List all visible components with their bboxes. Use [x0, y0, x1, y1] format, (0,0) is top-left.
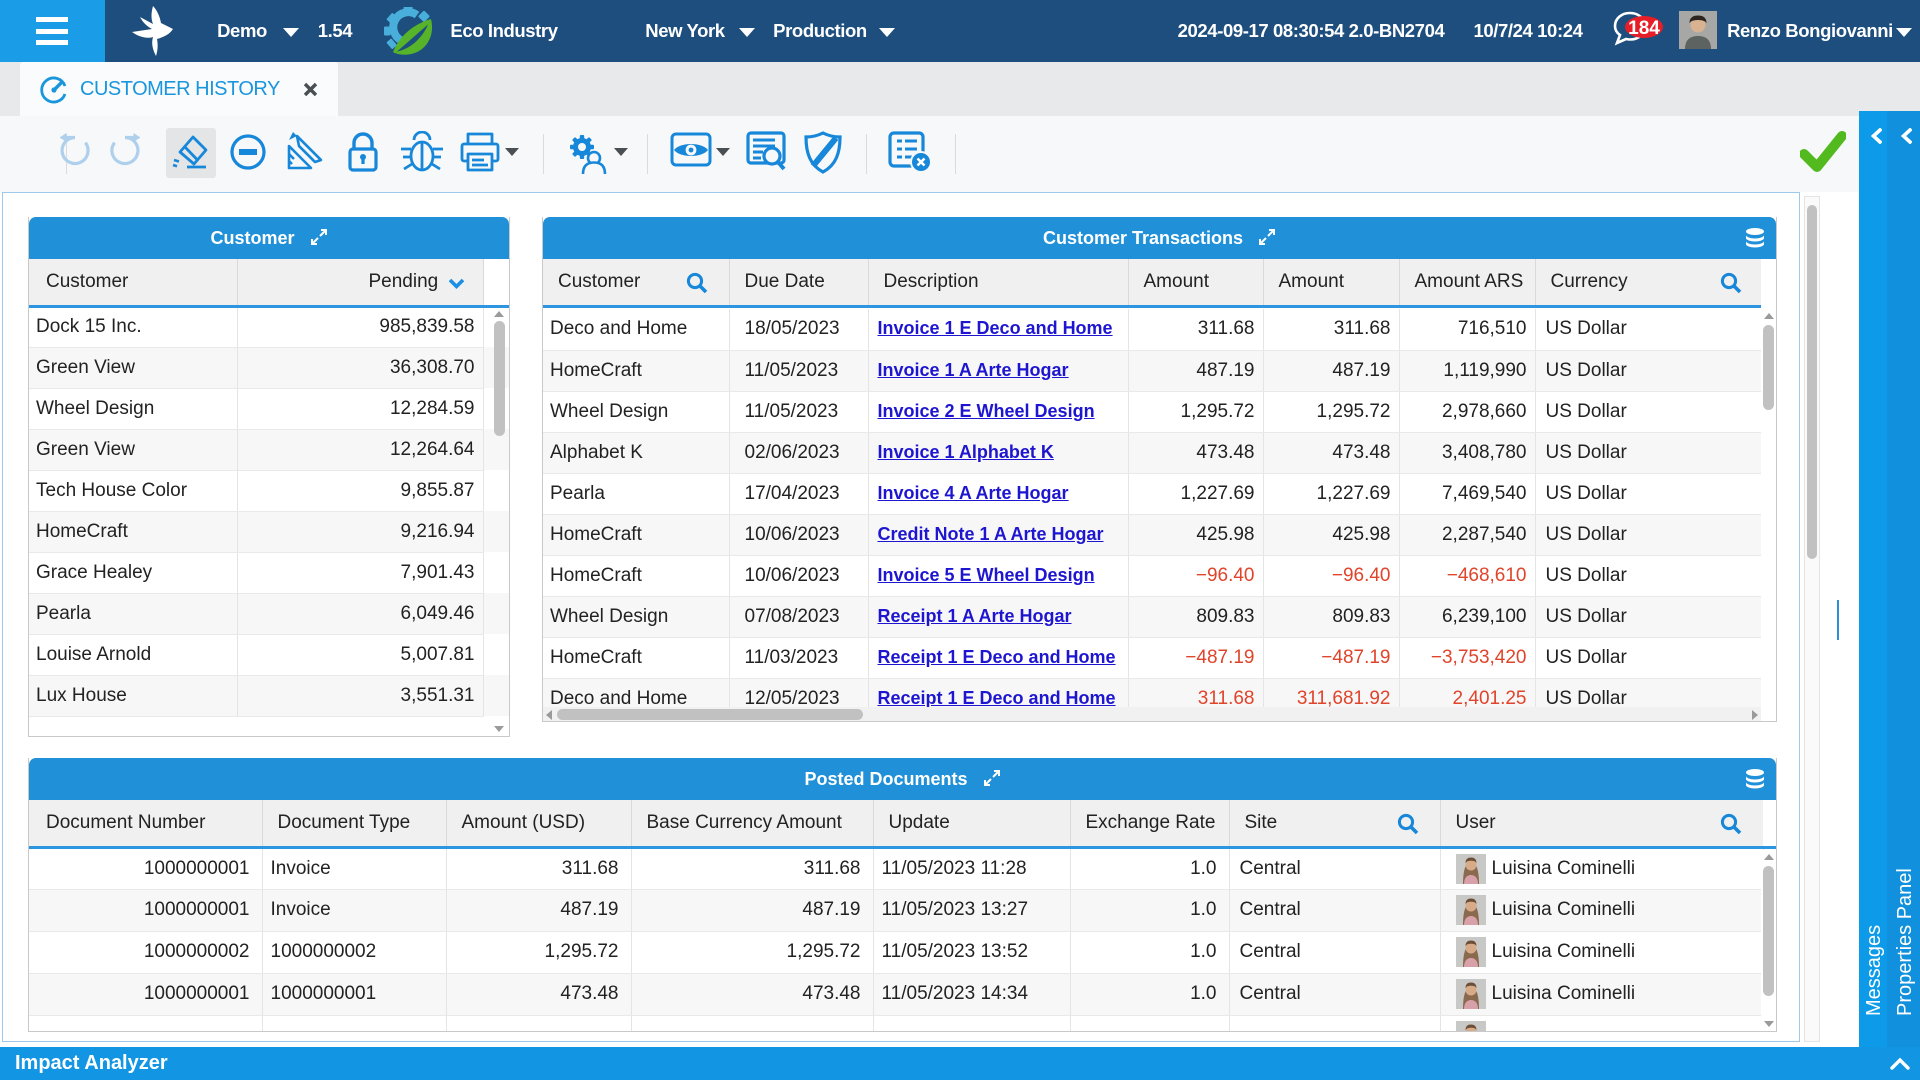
- svg-text:184: 184: [1628, 18, 1660, 39]
